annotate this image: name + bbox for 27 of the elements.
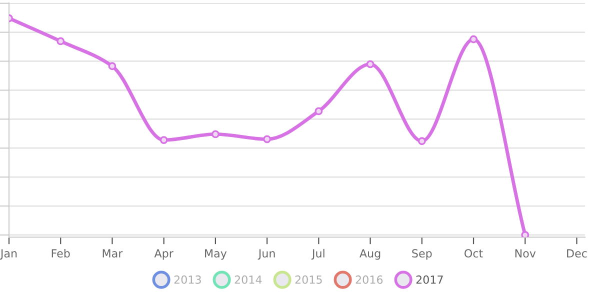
x-tick-label: May xyxy=(205,249,227,260)
x-tick-label: Nov xyxy=(515,249,536,258)
x-tick-label: Sep xyxy=(412,249,432,260)
point xyxy=(56,37,65,46)
legend-label: 2014 xyxy=(234,275,262,284)
x-tick-label: Jun xyxy=(258,249,275,260)
legend-label: 2013 xyxy=(174,275,201,284)
x-tick-label: Jan xyxy=(0,249,17,260)
point xyxy=(108,62,116,70)
legend-label: 2015 xyxy=(295,275,322,284)
x-tick-label: Jul xyxy=(311,248,324,260)
point xyxy=(521,231,530,238)
point xyxy=(211,130,220,138)
x-tick-label: Dec xyxy=(567,249,587,258)
legend-label: 2016 xyxy=(356,275,383,284)
point xyxy=(366,60,374,68)
legend-label: 2017 xyxy=(416,275,443,284)
x-tick-label: Oct xyxy=(464,249,483,258)
point xyxy=(470,35,478,44)
point xyxy=(263,135,272,144)
x-tick-label: Feb xyxy=(52,248,70,258)
x-tick-label: Aug xyxy=(360,249,380,260)
x-tick-label: Apr xyxy=(154,249,174,260)
point xyxy=(418,137,426,146)
point xyxy=(314,107,323,116)
point xyxy=(160,136,168,144)
x-tick-label: Mar xyxy=(102,249,123,258)
